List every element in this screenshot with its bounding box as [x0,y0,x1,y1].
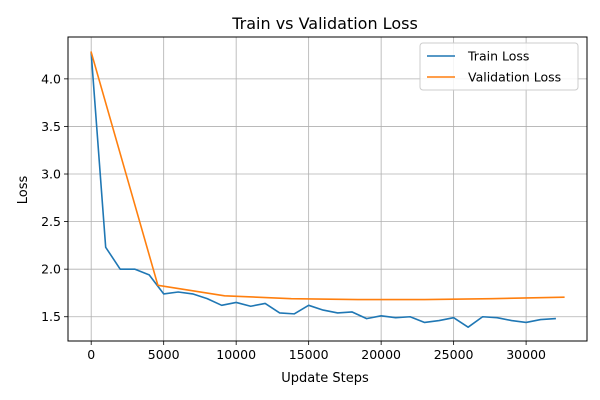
x-tick-label: 20000 [361,347,401,362]
legend-label: Train Loss [467,49,529,64]
x-axis-ticks: 0 5000 10000 15000 20000 25000 30000 [87,341,546,362]
x-tick-label: 30000 [506,347,546,362]
x-tick-label: 0 [87,347,95,362]
x-tick-label: 15000 [289,347,329,362]
y-tick-label: 3.5 [41,119,61,134]
series-lines [90,51,565,329]
series-line-1 [90,51,565,301]
y-tick-label: 2.0 [41,262,61,277]
chart-title: Train vs Validation Loss [231,14,418,33]
y-axis-ticks: 1.5 2.0 2.5 3.0 3.5 4.0 [41,71,68,324]
y-tick-label: 3.0 [41,167,61,182]
plot-area-frame [67,36,588,342]
x-tick-label: 10000 [216,347,256,362]
legend-label: Validation Loss [468,70,561,85]
y-tick-label: 4.0 [41,71,61,86]
legend-frame [419,42,579,91]
legend: Train Loss Validation Loss [419,42,579,91]
y-tick-label: 2.5 [41,214,61,229]
series-line-0 [90,52,556,329]
grid-lines [68,37,587,341]
x-tick-label: 25000 [434,347,474,362]
x-tick-label: 5000 [148,347,180,362]
y-axis-label: Loss [16,176,31,205]
x-axis-label: Update Steps [281,371,369,386]
y-tick-label: 1.5 [41,309,61,324]
